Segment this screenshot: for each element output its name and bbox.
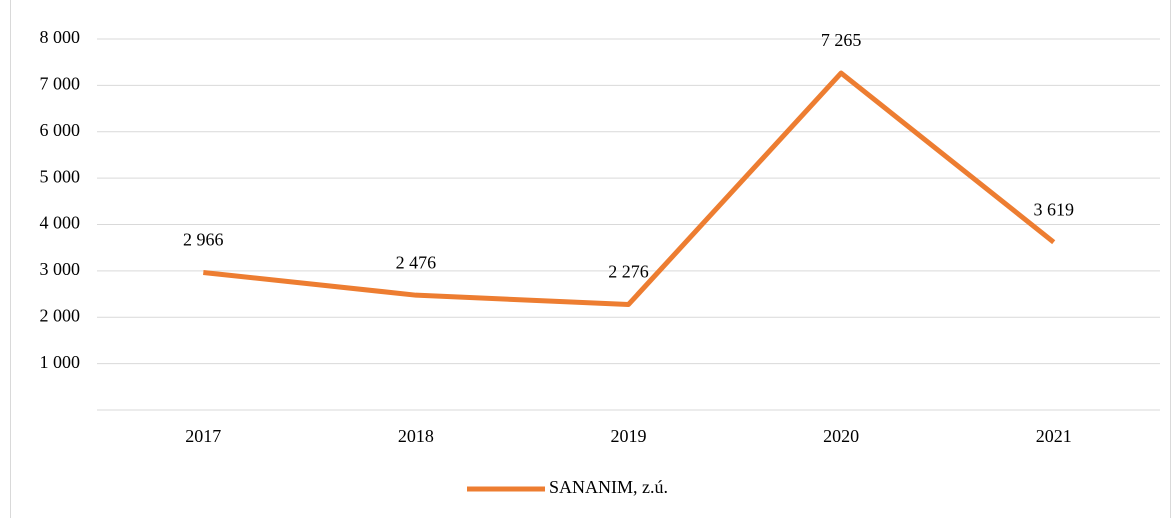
y-tick-label: 2 000: [40, 305, 81, 325]
data-label: 3 619: [1033, 199, 1074, 219]
data-label: 2 276: [608, 262, 649, 282]
y-tick-label: 4 000: [40, 213, 81, 233]
x-tick-label: 2021: [1036, 426, 1072, 446]
y-tick-label: 1 000: [40, 352, 81, 372]
x-tick-label: 2018: [398, 426, 434, 446]
x-tick-label: 2017: [185, 426, 221, 446]
chart-border: [10, 0, 1171, 518]
y-tick-label: 5 000: [40, 166, 81, 186]
x-tick-label: 2019: [611, 426, 647, 446]
data-label: 2 476: [396, 252, 437, 272]
data-line: [203, 70, 1056, 307]
y-tick-label: 8 000: [40, 27, 81, 47]
x-tick-label: 2020: [823, 426, 859, 446]
data-label: 7 265: [821, 30, 862, 50]
y-tick-label: 7 000: [40, 74, 81, 94]
y-tick-label: 6 000: [40, 120, 81, 140]
y-tick-label: 3 000: [40, 259, 81, 279]
data-label: 2 966: [183, 230, 224, 250]
legend-label: SANANIM, z.ú.: [549, 477, 668, 497]
